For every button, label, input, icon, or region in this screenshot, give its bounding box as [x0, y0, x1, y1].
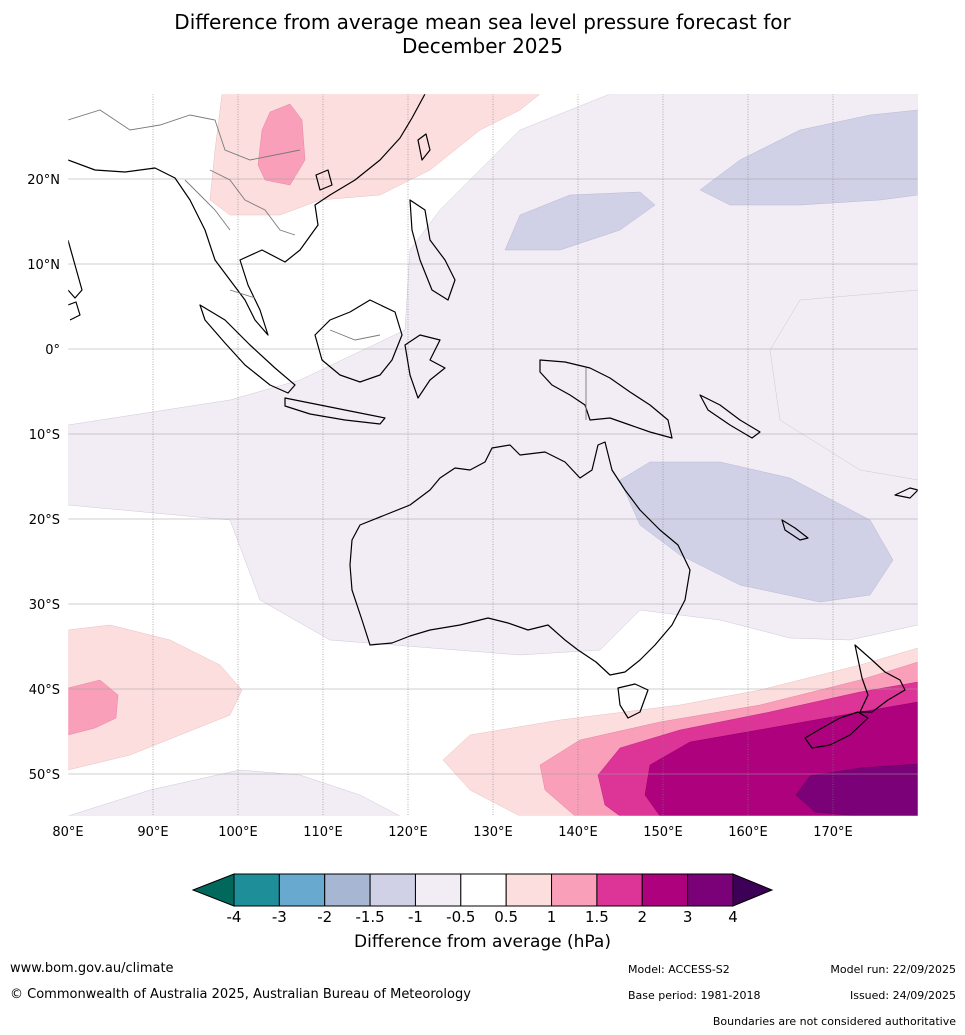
- footer-model-run: Model run: 22/09/2025: [830, 963, 956, 976]
- footer-url[interactable]: www.bom.gov.au/climate: [10, 961, 174, 976]
- map-frame: [67, 93, 919, 817]
- lon-label: 140°E: [558, 825, 598, 840]
- coastline-hainan: [315, 169, 333, 191]
- lon-label: 150°E: [643, 825, 683, 840]
- colorbar-swatch: [233, 873, 280, 907]
- contour-pos-1-asia: [257, 103, 306, 186]
- colorbar-tick-label: -0.5: [446, 908, 475, 926]
- contour-pos-3: [795, 763, 918, 816]
- colorbar-tick-label: -1: [408, 908, 423, 926]
- coastline-philippines: [409, 199, 456, 301]
- map-title: Difference from average mean sea level p…: [0, 10, 965, 58]
- colorbar-tick-label: -3: [272, 908, 287, 926]
- title-line-1: Difference from average mean sea level p…: [174, 10, 791, 34]
- lon-label: 100°E: [218, 825, 258, 840]
- colorbar: -4 -3 -2 -1.5 -1 -0.5 0.5 1 1.5 2 3 4: [191, 873, 774, 926]
- lon-label: 170°E: [813, 825, 853, 840]
- colorbar-tick-label: 0.5: [494, 908, 518, 926]
- coastline-fiji: [894, 487, 918, 499]
- colorbar-swatch: [460, 873, 507, 907]
- footer-copyright: © Commonwealth of Australia 2025, Austra…: [10, 987, 471, 1002]
- footer-base-period: Base period: 1981-2018: [628, 989, 761, 1002]
- coastline-java: [284, 397, 386, 425]
- contour-neg-1-coral-sea: [619, 461, 894, 603]
- lon-label: 120°E: [388, 825, 428, 840]
- footer-disclaimer: Boundaries are not considered authoritat…: [712, 1015, 956, 1028]
- coastline-new-zealand-south: [804, 711, 869, 749]
- contour-neg-1-north: [699, 109, 918, 206]
- colorbar-swatch: [278, 873, 326, 907]
- contour-neg-1-mid: [504, 191, 656, 251]
- colorbar-tick-label: 1.5: [585, 908, 609, 926]
- colorbar-over-arrow: [732, 873, 774, 907]
- colorbar-swatch: [687, 873, 734, 907]
- colorbar-tick-label: -4: [227, 908, 242, 926]
- colorbar-tick-label: 2: [637, 908, 647, 926]
- contour-pos-1-west: [68, 679, 119, 736]
- footer-model: Model: ACCESS-S2: [628, 963, 730, 976]
- longitude-labels: 80°E 90°E 100°E 110°E 120°E 130°E 140°E …: [52, 825, 852, 840]
- lat-label: 10°N: [27, 258, 60, 273]
- colorbar-tick-label: 3: [683, 908, 693, 926]
- colorbar-tick-label: 4: [728, 908, 738, 926]
- coastline-sri-lanka: [68, 301, 81, 321]
- coastline-new-zealand-north: [854, 644, 906, 713]
- colorbar-swatch: [596, 873, 643, 907]
- contour-neg-0.5-south: [68, 769, 401, 816]
- lat-label: 30°S: [29, 598, 60, 613]
- coastline-new-guinea: [539, 359, 673, 439]
- graticule: [152, 94, 834, 816]
- coastline-tasmania: [617, 683, 649, 719]
- colorbar-under-arrow: [191, 873, 235, 907]
- lon-label: 80°E: [52, 825, 83, 840]
- coastline-taiwan: [417, 133, 431, 161]
- footer-issued: Issued: 24/09/2025: [849, 989, 956, 1002]
- country-borders: [68, 109, 587, 420]
- lon-label: 90°E: [137, 825, 168, 840]
- colorbar-tick-label: -2: [317, 908, 332, 926]
- lat-label: 20°S: [29, 513, 60, 528]
- coastline-solomon-islands: [699, 394, 761, 439]
- contour-pos-0.5-west: [68, 624, 243, 771]
- colorbar-swatch: [641, 873, 689, 907]
- lat-label: 40°S: [29, 683, 60, 698]
- coastline-india: [68, 239, 83, 299]
- colorbar-swatch: [551, 873, 598, 907]
- lat-label: 10°S: [29, 428, 60, 443]
- lat-label: 50°S: [29, 768, 60, 783]
- coastline-sumatra: [199, 304, 296, 394]
- lon-label: 160°E: [728, 825, 768, 840]
- latitude-labels: 20°N 10°N 0° 10°S 20°S 30°S 40°S 50°S: [27, 173, 60, 783]
- colorbar-swatch: [324, 873, 371, 907]
- map-plot-area: [68, 94, 918, 816]
- coastline-borneo: [314, 299, 403, 383]
- colorbar-swatch: [505, 873, 553, 907]
- coastline-sulawesi: [404, 334, 446, 399]
- lon-label: 130°E: [473, 825, 513, 840]
- colorbar-swatch: [414, 873, 462, 907]
- colorbar-title: Difference from average (hPa): [354, 932, 611, 952]
- lat-label: 20°N: [27, 173, 60, 188]
- coastline-new-caledonia: [781, 519, 809, 541]
- title-line-2: December 2025: [402, 34, 563, 58]
- lon-label: 110°E: [303, 825, 343, 840]
- colorbar-tick-label: -1.5: [355, 908, 384, 926]
- colorbar-swatch: [369, 873, 416, 907]
- lat-label: 0°: [45, 343, 60, 358]
- coastline-australia: [349, 441, 691, 676]
- graticule-lat: [68, 178, 918, 775]
- colorbar-tick-label: 1: [547, 908, 557, 926]
